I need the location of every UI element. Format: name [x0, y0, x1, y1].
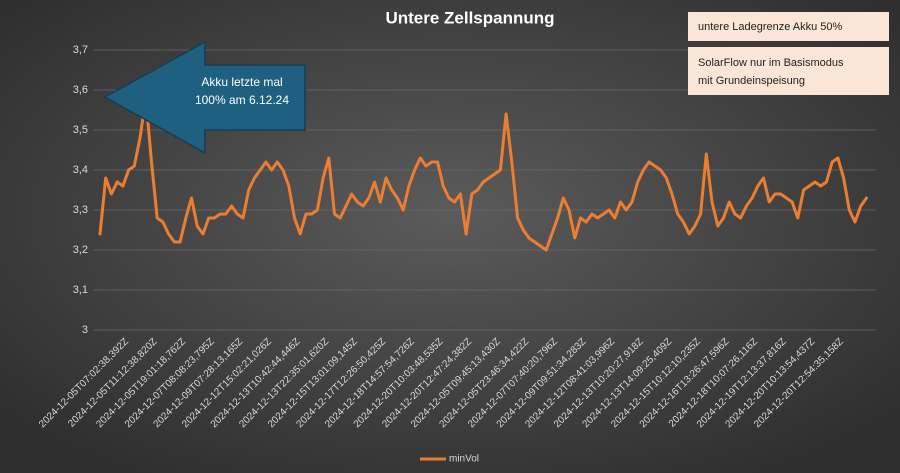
note-text: mit Grundeinspeisung	[698, 75, 805, 87]
y-tick-label: 3,5	[73, 124, 88, 136]
y-tick-label: 3,2	[73, 244, 88, 256]
chart-title: Untere Zellspannung	[385, 8, 554, 27]
callout-text: Akku letzte mal	[201, 75, 282, 89]
y-tick-label: 3,4	[73, 164, 88, 176]
callout-arrow	[103, 40, 306, 155]
y-tick-label: 3,6	[73, 84, 88, 96]
note-text: SolarFlow nur im Basismodus	[698, 57, 844, 69]
note-box	[688, 47, 889, 95]
y-tick-label: 3,3	[73, 204, 88, 216]
note-box	[688, 12, 889, 41]
legend-label: minVol	[449, 454, 479, 465]
y-tick-label: 3	[82, 324, 88, 336]
line-series	[98, 96, 868, 252]
note-text: untere Ladegrenze Akku 50%	[698, 21, 843, 33]
y-tick-label: 3,7	[73, 44, 88, 56]
y-tick-label: 3,1	[73, 284, 88, 296]
callout-text: 100% am 6.12.24	[195, 93, 289, 107]
